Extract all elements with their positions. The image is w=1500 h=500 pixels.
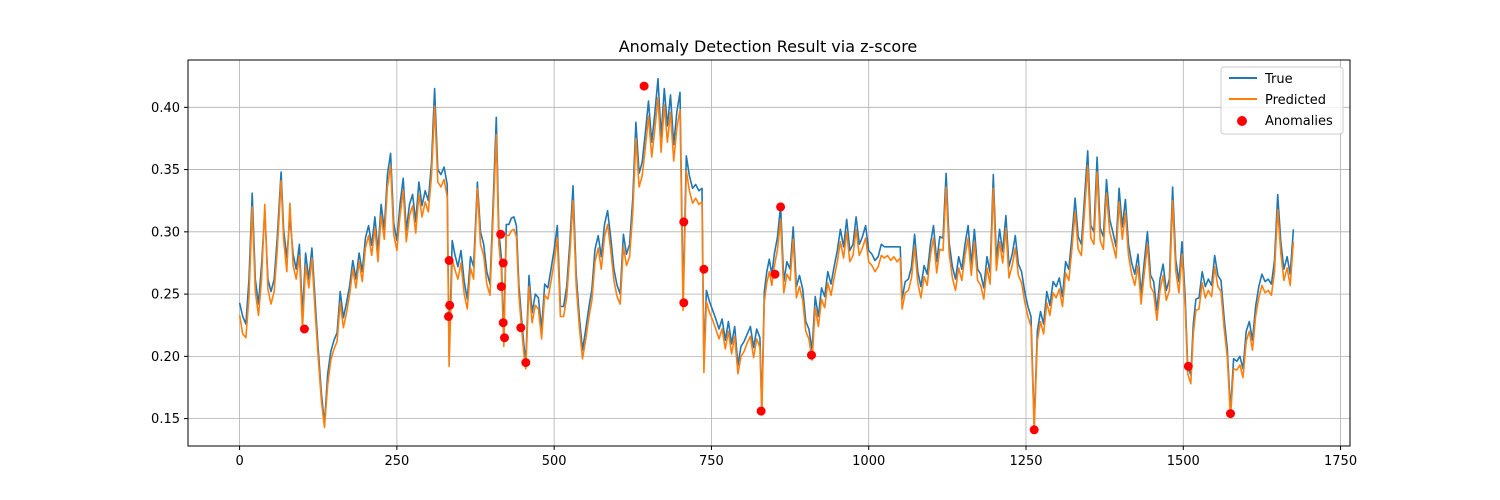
- anomaly-point: [500, 333, 509, 343]
- legend-true-label: True: [1264, 72, 1293, 87]
- anomaly-point: [299, 324, 309, 334]
- anomaly-point: [498, 258, 508, 268]
- y-tick-label: 0.35: [151, 163, 180, 178]
- y-axis-ticks: 0.15 0.20 0.25 0.30 0.35 0.40: [151, 101, 188, 427]
- anomaly-point: [756, 406, 766, 416]
- x-tick-label: 1500: [1167, 454, 1200, 469]
- anomaly-point: [807, 350, 816, 360]
- anomaly-point: [516, 323, 526, 333]
- plot-frame: [187, 59, 1351, 447]
- anomaly-markers: [299, 81, 1235, 435]
- y-tick-label: 0.40: [151, 101, 180, 116]
- anomaly-point: [444, 256, 454, 265]
- y-tick-label: 0.30: [151, 225, 180, 240]
- anomaly-point: [770, 269, 780, 279]
- x-tick-label: 0: [235, 454, 243, 469]
- x-tick-label: 500: [542, 454, 567, 469]
- x-tick-label: 1250: [1009, 454, 1042, 469]
- x-axis-ticks: 0 250 500 750 1000 1250 1500 1750: [235, 446, 1357, 469]
- anomaly-point: [1183, 361, 1193, 371]
- anomaly-point: [496, 229, 506, 239]
- legend-anomalies-label: Anomalies: [1265, 114, 1333, 129]
- anomaly-point: [521, 358, 531, 368]
- anomaly-point: [679, 298, 689, 308]
- chart-title: Anomaly Detection Result via z-score: [619, 37, 918, 56]
- anomaly-point: [1226, 409, 1235, 419]
- legend-anomalies-swatch: [1237, 116, 1247, 126]
- y-tick-label: 0.20: [151, 350, 180, 365]
- anomaly-point: [496, 282, 506, 292]
- legend-predicted-label: Predicted: [1265, 93, 1326, 108]
- anomaly-point: [639, 81, 649, 91]
- anomaly-point: [1029, 425, 1039, 435]
- x-tick-label: 1750: [1324, 454, 1357, 469]
- anomaly-point: [444, 312, 453, 321]
- anomaly-point: [445, 300, 455, 310]
- y-tick-label: 0.25: [151, 288, 180, 303]
- legend: True Predicted Anomalies: [1220, 66, 1344, 135]
- anomaly-point: [679, 217, 689, 227]
- anomaly-point: [699, 264, 709, 274]
- x-tick-label: 750: [699, 454, 724, 469]
- legend-box: [1220, 66, 1344, 135]
- anomaly-point: [498, 318, 508, 328]
- series-line-predicted: [238, 96, 1295, 431]
- x-tick-label: 250: [384, 454, 409, 469]
- series-lines: [238, 77, 1295, 431]
- anomaly-point: [776, 202, 786, 212]
- y-tick-label: 0.15: [151, 412, 180, 427]
- x-tick-label: 1000: [852, 454, 885, 469]
